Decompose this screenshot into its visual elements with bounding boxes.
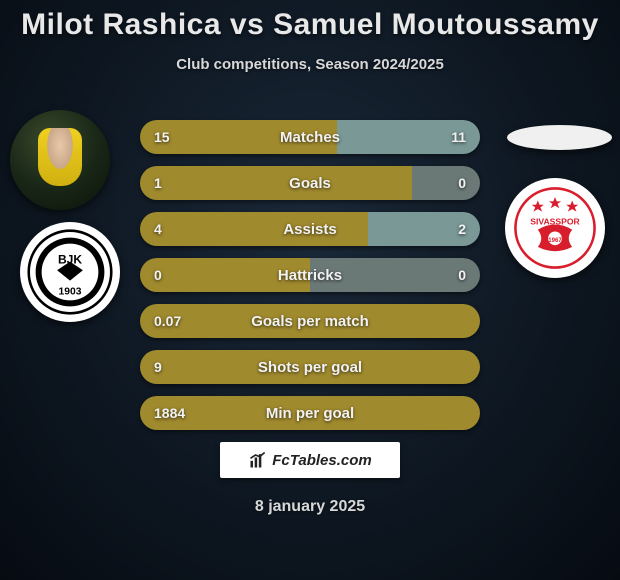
stat-bar-right — [368, 212, 480, 246]
club-right-year: 1967 — [548, 238, 562, 244]
subtitle: Club competitions, Season 2024/2025 — [0, 56, 620, 73]
brand-text: FcTables.com — [272, 452, 371, 469]
player-left-avatar — [10, 110, 110, 210]
stat-row: Goals per match0.07 — [140, 304, 480, 338]
club-left-badge: BJK 1903 — [20, 222, 120, 322]
stat-bar-left — [140, 304, 480, 338]
brand-badge: FcTables.com — [220, 442, 400, 478]
stat-row: Shots per goal9 — [140, 350, 480, 384]
stat-bar-left — [140, 120, 337, 154]
stat-bar-right — [412, 166, 480, 200]
stat-row: Min per goal1884 — [140, 396, 480, 430]
player-right-flag — [507, 125, 612, 150]
stat-bar-left — [140, 396, 480, 430]
date-label: 8 january 2025 — [0, 498, 620, 516]
stat-bar-left — [140, 350, 480, 384]
stat-row: Matches1511 — [140, 120, 480, 154]
chart-icon — [248, 450, 268, 470]
stat-bar-left — [140, 212, 368, 246]
stat-bar-right — [310, 258, 480, 292]
stat-row: Hattricks00 — [140, 258, 480, 292]
stat-row: Goals10 — [140, 166, 480, 200]
stat-bar-left — [140, 258, 310, 292]
stat-bar-left — [140, 166, 412, 200]
page-title: Milot Rashica vs Samuel Moutoussamy — [0, 0, 620, 42]
club-left-year: 1903 — [59, 286, 82, 297]
club-right-badge: SIVASSPOR 1967 — [505, 178, 605, 278]
stat-row: Assists42 — [140, 212, 480, 246]
stat-bar-right — [337, 120, 480, 154]
stats-bars: Matches1511 Goals10 Assists42 Hattricks00 Go… — [140, 120, 480, 442]
